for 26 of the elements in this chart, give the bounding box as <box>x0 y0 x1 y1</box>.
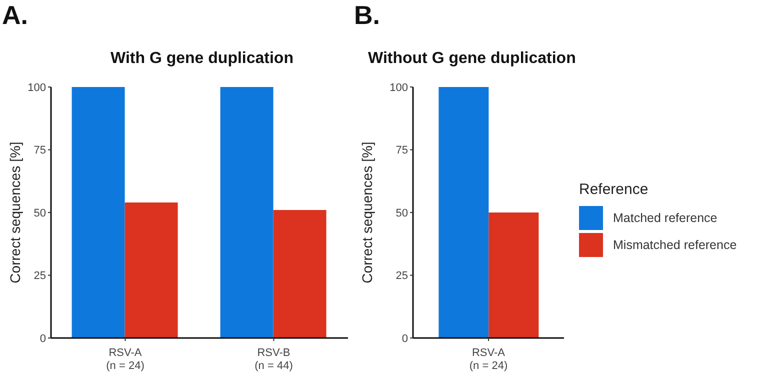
y-tick-label: 100 <box>28 82 46 94</box>
x-tick-label: RSV-A (n = 24) <box>106 347 144 372</box>
y-tick-label: 0 <box>40 332 46 345</box>
y-axis-title: Correct sequences [%] <box>359 142 375 284</box>
bar <box>273 210 326 338</box>
text: B. <box>354 0 380 31</box>
text: A. <box>2 0 28 31</box>
y-tick-label: 100 <box>390 82 408 94</box>
y-tick-label: 75 <box>396 144 408 157</box>
legend-title: Reference <box>579 180 650 198</box>
y-tick-label: 25 <box>34 270 46 282</box>
y-tick-label: 50 <box>396 207 408 220</box>
y-tick-label: 75 <box>34 144 46 157</box>
chart-title: Without G gene duplication <box>368 50 577 68</box>
legend-label: Matched reference <box>613 210 718 224</box>
bar <box>72 87 125 338</box>
bar <box>124 202 178 338</box>
bar <box>220 87 274 338</box>
legend-label: Mismatched reference <box>613 238 737 252</box>
y-tick-label: 0 <box>402 332 408 345</box>
y-tick-label: 25 <box>396 270 408 282</box>
x-tick-label: RSV-B (n = 44) <box>254 347 293 372</box>
y-axis-title: Correct sequences [%] <box>7 142 23 284</box>
x-tick-label: RSV-A (n = 24) <box>469 347 508 372</box>
chart-title: With G gene duplication <box>110 50 294 68</box>
y-tick-label: 50 <box>34 207 46 220</box>
